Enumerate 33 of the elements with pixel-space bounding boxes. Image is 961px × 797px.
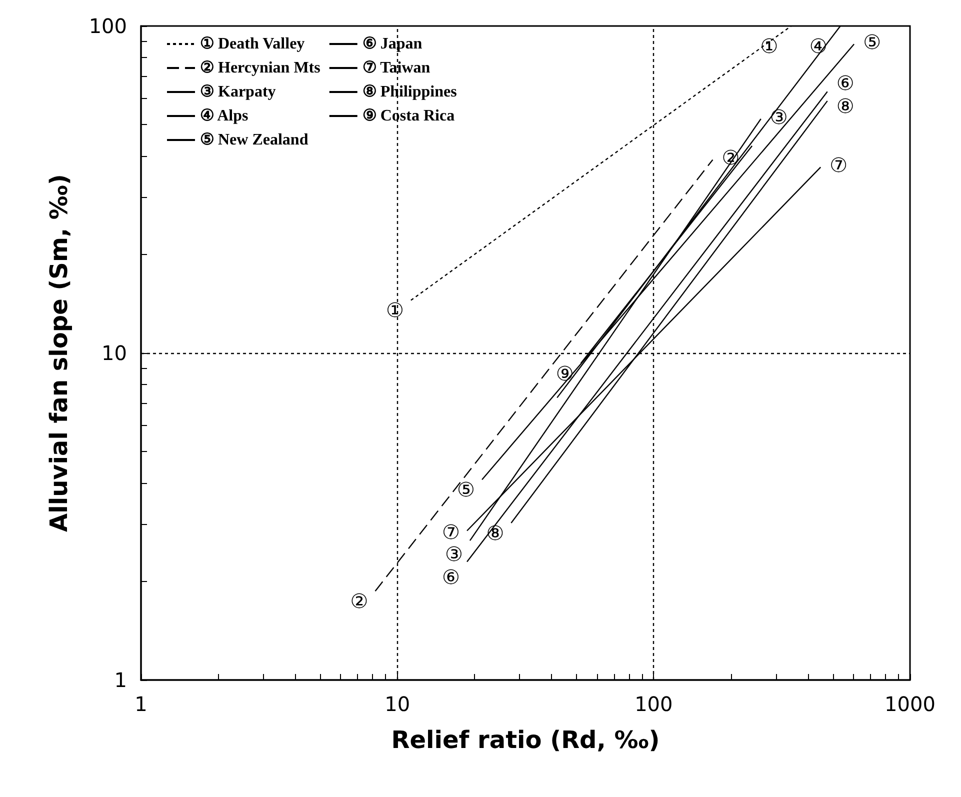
x-tick-label: 10	[384, 692, 410, 716]
x-tick-label: 1	[134, 692, 148, 716]
x-tick-label: 100	[634, 692, 673, 716]
y-tick-label: 10	[102, 341, 127, 365]
y-axis-title: Alluvial fan slope (Sm, ‰)	[45, 174, 73, 532]
legend-label: ① Death Valley	[200, 36, 305, 52]
annotation: ⑤	[457, 478, 475, 502]
legend-label: ⑦ Taiwan	[362, 60, 430, 76]
annotation: ⑧	[836, 94, 854, 118]
annotation: ④	[809, 34, 828, 58]
legend-label: ⑤ New Zealand	[200, 132, 308, 148]
annotation: ①	[386, 298, 404, 322]
x-axis-title: Relief ratio (Rd, ‰)	[391, 726, 660, 754]
annotation: ⑥	[836, 70, 854, 95]
annotation: ⑧	[486, 521, 504, 546]
annotation: ①	[760, 34, 778, 58]
legend-label: ③ Karpaty	[200, 84, 276, 100]
annotation: ⑦	[830, 153, 848, 178]
legend-label: ⑧ Philippines	[362, 84, 457, 100]
x-tick-label: 1000	[884, 692, 936, 716]
annotation: ③	[770, 104, 788, 129]
annotation: ③	[444, 542, 463, 566]
legend-label: ② Hercynian Mts	[200, 60, 320, 76]
legend-label: ④ Alps	[200, 108, 248, 124]
annotation: ⑨	[556, 361, 574, 386]
legend-label: ⑥ Japan	[362, 36, 422, 52]
annotation: ⑦	[442, 520, 460, 544]
annotation: ⑤	[863, 30, 882, 54]
y-tick-label: 100	[88, 14, 127, 38]
annotation: ⑥	[442, 565, 460, 590]
annotation: ②	[350, 589, 368, 614]
legend-label: ⑨ Costa Rica	[362, 108, 455, 124]
y-tick-label: 1	[114, 668, 127, 692]
